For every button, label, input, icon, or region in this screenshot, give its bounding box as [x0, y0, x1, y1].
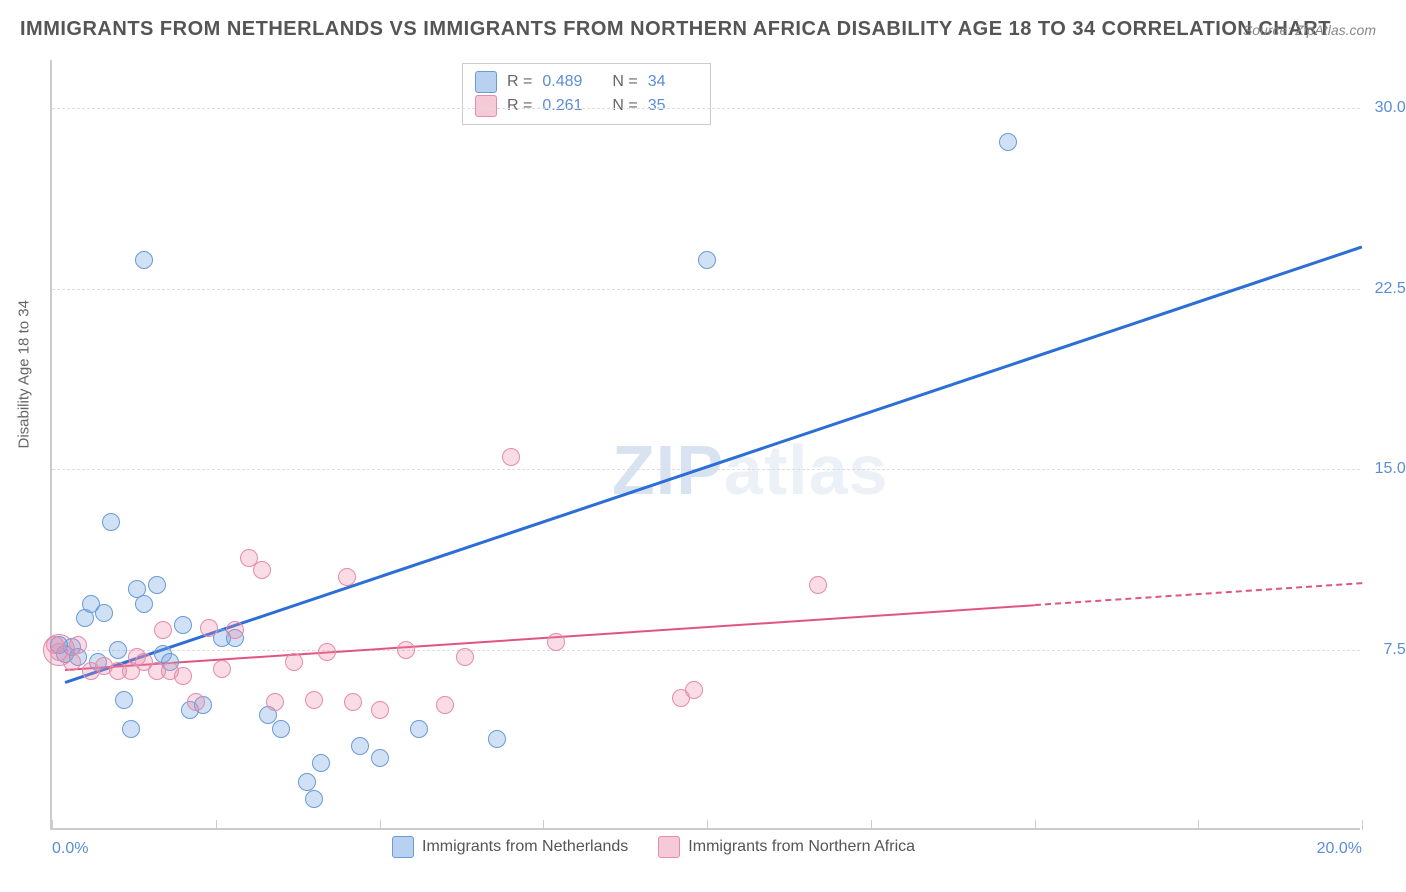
scatter-point	[318, 643, 336, 661]
stat-r-value: 0.261	[542, 94, 592, 118]
scatter-point	[502, 448, 520, 466]
scatter-point	[135, 595, 153, 613]
scatter-point	[305, 691, 323, 709]
y-tick-label: 30.0%	[1365, 99, 1406, 117]
legend-swatch	[658, 836, 680, 858]
stat-n-label: N =	[612, 94, 637, 118]
grid-tick-v	[1198, 820, 1199, 830]
scatter-point	[200, 619, 218, 637]
scatter-point	[266, 693, 284, 711]
scatter-point	[351, 737, 369, 755]
scatter-point	[371, 701, 389, 719]
grid-line-h	[52, 289, 1360, 290]
scatter-point	[174, 616, 192, 634]
chart-container: IMMIGRANTS FROM NETHERLANDS VS IMMIGRANT…	[0, 0, 1406, 892]
grid-line-h	[52, 108, 1360, 109]
legend-series-label: Immigrants from Northern Africa	[688, 838, 915, 856]
legend-stats-row: R = 0.489 N = 34	[475, 70, 698, 94]
chart-title: IMMIGRANTS FROM NETHERLANDS VS IMMIGRANT…	[20, 18, 1331, 41]
stat-r-label: R =	[507, 94, 532, 118]
legend-stats-row: R = 0.261 N = 35	[475, 94, 698, 118]
scatter-point	[456, 648, 474, 666]
scatter-point	[312, 754, 330, 772]
stat-n-label: N =	[612, 70, 637, 94]
scatter-point	[253, 561, 271, 579]
scatter-point	[46, 636, 64, 654]
x-tick-label: 0.0%	[52, 840, 88, 858]
stat-n-value: 35	[648, 94, 698, 118]
grid-tick-v	[707, 820, 708, 830]
scatter-point	[226, 621, 244, 639]
scatter-point	[344, 693, 362, 711]
legend-series-item: Immigrants from Netherlands	[392, 836, 628, 858]
legend-swatch	[392, 836, 414, 858]
source-label: Source: ZipAtlas.com	[1243, 22, 1376, 38]
scatter-point	[148, 576, 166, 594]
grid-tick-v	[1362, 820, 1363, 830]
scatter-point	[488, 730, 506, 748]
y-tick-label: 7.5%	[1365, 641, 1406, 659]
trend-line	[65, 245, 1363, 683]
stat-r-value: 0.489	[542, 70, 592, 94]
y-tick-label: 22.5%	[1365, 280, 1406, 298]
stat-n-value: 34	[648, 70, 698, 94]
scatter-point	[305, 790, 323, 808]
scatter-point	[187, 693, 205, 711]
grid-tick-v	[1035, 820, 1036, 830]
grid-tick-v	[380, 820, 381, 830]
grid-tick-v	[871, 820, 872, 830]
scatter-point	[95, 604, 113, 622]
legend-swatch	[475, 71, 497, 93]
grid-tick-v	[216, 820, 217, 830]
scatter-point	[174, 667, 192, 685]
grid-tick-v	[543, 820, 544, 830]
legend-swatch	[475, 95, 497, 117]
scatter-point	[999, 133, 1017, 151]
grid-line-h	[52, 650, 1360, 651]
y-axis-title: Disability Age 18 to 34	[16, 300, 33, 448]
scatter-point	[371, 749, 389, 767]
scatter-point	[213, 660, 231, 678]
scatter-point	[272, 720, 290, 738]
legend-series-label: Immigrants from Netherlands	[422, 838, 628, 856]
scatter-point	[397, 641, 415, 659]
y-tick-label: 15.0%	[1365, 460, 1406, 478]
scatter-point	[410, 720, 428, 738]
legend-series: Immigrants from Netherlands Immigrants fr…	[392, 836, 915, 858]
scatter-point	[109, 641, 127, 659]
legend-stats: R = 0.489 N = 34 R = 0.261 N = 35	[462, 63, 711, 125]
scatter-point	[338, 568, 356, 586]
scatter-point	[298, 773, 316, 791]
scatter-point	[154, 621, 172, 639]
scatter-point	[685, 681, 703, 699]
grid-line-h	[52, 469, 1360, 470]
scatter-point	[122, 720, 140, 738]
scatter-point	[698, 251, 716, 269]
scatter-point	[285, 653, 303, 671]
legend-series-item: Immigrants from Northern Africa	[658, 836, 915, 858]
scatter-point	[102, 513, 120, 531]
trend-line-dashed	[1034, 582, 1362, 606]
scatter-point	[63, 653, 81, 671]
x-tick-label: 20.0%	[1317, 840, 1362, 858]
scatter-point	[436, 696, 454, 714]
scatter-point	[135, 251, 153, 269]
plot-area: ZIPatlas R =0.489N =34R =0.261N =35 Immi…	[50, 60, 1360, 830]
grid-tick-v	[52, 820, 53, 830]
scatter-point	[69, 636, 87, 654]
scatter-point	[547, 633, 565, 651]
stat-r-label: R =	[507, 70, 532, 94]
scatter-point	[115, 691, 133, 709]
scatter-point	[809, 576, 827, 594]
